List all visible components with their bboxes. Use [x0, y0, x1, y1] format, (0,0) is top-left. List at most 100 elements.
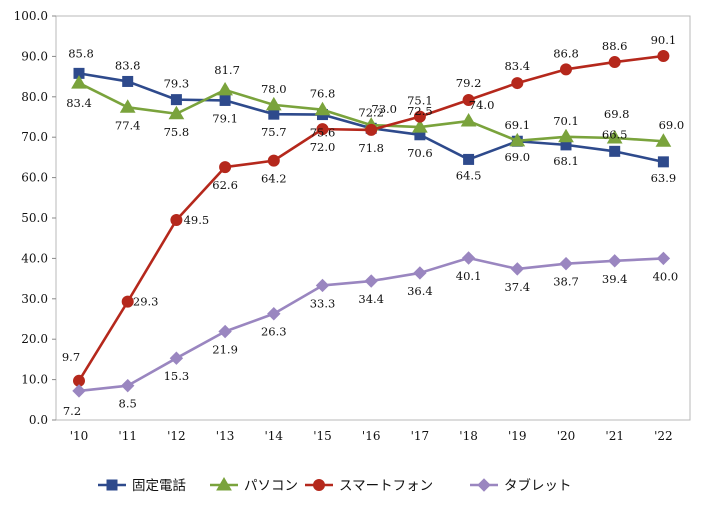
- data-label-smartphone: 71.8: [358, 141, 384, 155]
- x-tick-label: '22: [654, 429, 673, 443]
- x-tick-label: '20: [557, 429, 576, 443]
- legend-swatch-marker: [106, 479, 118, 491]
- data-label-landline: 75.6: [310, 126, 336, 140]
- data-point-landline: [122, 75, 134, 87]
- data-point-pc: [71, 75, 87, 89]
- y-tick-label: 80.0: [21, 90, 48, 104]
- data-point-smartphone: [219, 161, 232, 174]
- data-point-smartphone: [121, 295, 134, 308]
- y-tick-label: 70.0: [21, 130, 48, 144]
- y-tick-label: 100.0: [14, 9, 48, 23]
- data-point-landline: [609, 145, 621, 157]
- data-label-pc: 75.8: [164, 125, 190, 139]
- x-tick-label: '11: [118, 429, 137, 443]
- data-point-smartphone: [462, 94, 475, 107]
- data-point-pc: [606, 130, 623, 144]
- data-label-landline: 85.8: [68, 46, 94, 60]
- data-point-landline: [657, 156, 669, 168]
- data-label-landline: 75.7: [261, 125, 287, 139]
- data-label-smartphone: 90.1: [651, 33, 677, 47]
- data-label-landline: 68.1: [553, 154, 579, 168]
- x-tick-label: '15: [313, 429, 332, 443]
- legend-item-pc: パソコン: [210, 477, 298, 494]
- data-point-landline: [219, 94, 231, 106]
- data-label-pc: 69.0: [659, 118, 685, 132]
- data-point-smartphone: [560, 63, 572, 76]
- y-tick-label: 30.0: [21, 292, 48, 306]
- data-point-pc: [119, 99, 136, 113]
- x-tick-label: '18: [459, 429, 478, 443]
- data-point-landline: [268, 108, 280, 120]
- x-tick-label: '12: [167, 429, 186, 443]
- axes: 0.0 10.0 20.0 30.0 40.0 50.0 60.0 70.0 80.0 90.0 1…: [14, 9, 691, 443]
- data-label-tablet: 15.3: [164, 369, 190, 383]
- data-label-tablet: 33.3: [310, 296, 336, 310]
- data-point-pc: [655, 133, 672, 147]
- data-point-smartphone: [365, 123, 378, 136]
- y-tick-label: 60.0: [21, 171, 48, 185]
- data-label-smartphone: 62.6: [212, 178, 238, 192]
- data-label-smartphone: 88.6: [602, 39, 628, 53]
- data-label-pc: 69.1: [504, 118, 530, 132]
- data-point-tablet: [559, 256, 573, 271]
- data-label-smartphone: 64.2: [261, 172, 287, 186]
- data-label-pc: 73.0: [371, 102, 397, 116]
- x-tick-label: '10: [70, 429, 89, 443]
- data-point-smartphone: [316, 123, 329, 136]
- data-point-tablet: [364, 274, 378, 288]
- x-tick-label: '16: [362, 429, 381, 443]
- legend-item-landline: 固定電話: [98, 477, 186, 494]
- data-point-tablet: [72, 384, 86, 398]
- data-point-tablet: [510, 262, 525, 276]
- data-label-smartphone: 29.3: [133, 295, 159, 309]
- data-label-pc: 70.1: [553, 114, 579, 128]
- data-label-landline: 63.9: [651, 171, 677, 185]
- data-label-pc: 78.0: [261, 82, 287, 96]
- data-label-pc: 74.0: [469, 98, 495, 112]
- data-label-pc: 83.4: [66, 96, 92, 110]
- data-point-smartphone: [657, 49, 670, 62]
- data-label-pc: 69.8: [604, 107, 630, 121]
- data-label-smartphone: 72.0: [310, 140, 336, 154]
- data-point-tablet: [315, 278, 330, 293]
- legend-item-smartphone: スマートフォン: [305, 478, 433, 494]
- data-label-tablet: 26.3: [261, 325, 287, 339]
- y-tick-label: 40.0: [21, 251, 48, 265]
- data-label-pc: 81.7: [214, 63, 240, 77]
- series-smartphone: [73, 49, 670, 387]
- data-label-tablet: 8.5: [119, 397, 137, 411]
- data-label-pc: 77.4: [115, 118, 141, 132]
- data-label-tablet: 37.4: [504, 280, 530, 294]
- data-point-pc: [412, 119, 428, 133]
- y-tick-label: 0.0: [29, 413, 48, 427]
- legend-swatch-marker: [216, 477, 232, 491]
- data-labels: 85.8 83.8 79.3 79.1 75.7 75.6 72.2 70.6 64.5 69.0…: [62, 33, 684, 418]
- data-point-tablet: [413, 266, 427, 280]
- data-label-landline: 79.1: [212, 111, 238, 125]
- data-label-landline: 70.6: [407, 146, 433, 160]
- data-point-smartphone: [511, 77, 524, 90]
- data-label-smartphone: 49.5: [184, 213, 210, 227]
- data-label-smartphone: 75.1: [407, 94, 433, 108]
- x-tick-label: '13: [216, 429, 235, 443]
- data-label-landline: 64.5: [456, 168, 482, 182]
- data-point-tablet: [267, 307, 281, 321]
- data-label-tablet: 40.0: [653, 269, 679, 283]
- legend-label: 固定電話: [132, 477, 186, 494]
- data-point-pc: [558, 128, 574, 143]
- y-tick-label: 10.0: [21, 373, 48, 387]
- data-label-landline: 83.8: [115, 58, 141, 72]
- data-point-pc: [509, 132, 526, 147]
- legend-label: スマートフォン: [339, 478, 433, 494]
- data-point-pc: [217, 81, 233, 96]
- data-point-pc: [460, 113, 477, 127]
- data-label-tablet: 36.4: [407, 284, 433, 298]
- y-tick-label: 20.0: [21, 332, 48, 346]
- data-label-landline: 72.2: [358, 105, 384, 119]
- x-tick-label: '14: [265, 429, 284, 443]
- y-tick-label: 50.0: [21, 211, 48, 225]
- series-tablet: [72, 251, 671, 398]
- data-label-tablet: 38.7: [553, 275, 579, 289]
- plot-area-frame: [55, 15, 691, 421]
